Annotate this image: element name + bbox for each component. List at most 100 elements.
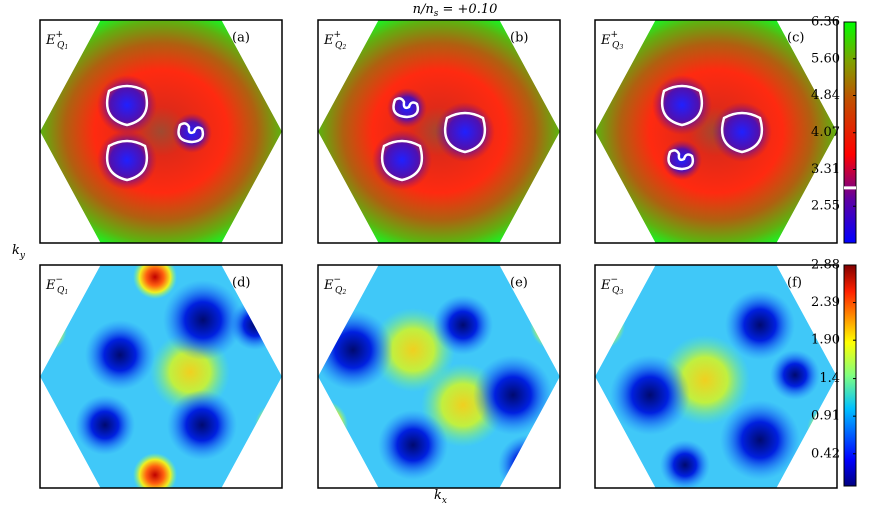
colorbar-tick-label: 4.07 bbox=[811, 125, 840, 140]
contour-blob bbox=[595, 300, 625, 350]
subsub: 2 bbox=[341, 44, 346, 51]
panel-symbol: E+ Q2 bbox=[323, 30, 346, 51]
contour-blob bbox=[770, 350, 820, 400]
panel-frame bbox=[317, 264, 561, 489]
panel-label: (a) bbox=[232, 31, 250, 46]
symbol: E bbox=[600, 278, 611, 293]
sub: Q bbox=[335, 41, 343, 51]
panel-frame bbox=[39, 264, 283, 489]
panel-symbol: E+ Q1 bbox=[45, 30, 68, 51]
contour-blob bbox=[498, 435, 558, 488]
colorbar bbox=[843, 264, 857, 487]
sub: Q bbox=[57, 41, 65, 51]
contour-line bbox=[443, 111, 487, 154]
contour-line bbox=[720, 111, 764, 154]
panel-frame bbox=[317, 19, 561, 244]
colorbar-tick-label: 6.36 bbox=[811, 15, 840, 30]
contour-line bbox=[105, 84, 149, 127]
contour-blob bbox=[318, 400, 348, 450]
y-axis-label: ky bbox=[12, 243, 26, 261]
panel-symbol: E− Q2 bbox=[323, 275, 346, 296]
sup: + bbox=[611, 30, 619, 40]
colorbar-tick-label: 4.84 bbox=[811, 88, 840, 103]
contour-map bbox=[318, 20, 560, 243]
symbol: E bbox=[323, 278, 334, 293]
contour-blob bbox=[473, 355, 553, 435]
contour-map bbox=[318, 265, 560, 488]
colorbar-tick-label: 5.60 bbox=[811, 51, 840, 66]
sup: − bbox=[56, 275, 64, 285]
symbol: E bbox=[45, 278, 56, 293]
subsub: 1 bbox=[64, 44, 68, 51]
contour-line bbox=[105, 139, 149, 182]
contour-line bbox=[380, 139, 424, 182]
contour-blob bbox=[255, 403, 282, 447]
contour-blob bbox=[660, 440, 710, 488]
subsub: 2 bbox=[341, 289, 346, 296]
panel: E− Q2 (e) bbox=[317, 264, 561, 489]
panel-label: (f) bbox=[787, 276, 802, 291]
colorbar-tick-label: 0.42 bbox=[811, 446, 840, 461]
sub: Q bbox=[612, 286, 620, 296]
contour-line bbox=[177, 122, 205, 144]
panel: E+ Q1 (a) bbox=[39, 19, 283, 244]
x-axis-label: kx bbox=[434, 488, 447, 506]
sup: + bbox=[56, 30, 64, 40]
panel-symbol: E+ Q3 bbox=[600, 30, 623, 51]
symbol: E bbox=[600, 33, 611, 48]
sup: − bbox=[611, 275, 619, 285]
colorbar-tick-label: 2.39 bbox=[811, 295, 840, 310]
contour-blob bbox=[133, 265, 177, 299]
contour-blob bbox=[725, 290, 795, 360]
panel-symbol: E− Q1 bbox=[45, 275, 68, 296]
contour-blob bbox=[433, 295, 493, 355]
panel-frame bbox=[594, 264, 838, 489]
subsub: 1 bbox=[64, 289, 68, 296]
panel-label: (e) bbox=[510, 276, 528, 291]
contour-line bbox=[660, 84, 704, 127]
contour-map bbox=[595, 20, 837, 243]
contour-blob bbox=[378, 410, 448, 480]
contour-blob bbox=[75, 395, 135, 455]
subsub: 3 bbox=[619, 44, 623, 51]
sup: − bbox=[334, 275, 342, 285]
contour-blob bbox=[610, 355, 690, 435]
contour-blob bbox=[230, 300, 280, 350]
colorbar-tick-label: 0.91 bbox=[811, 409, 840, 424]
contour-blob bbox=[318, 310, 393, 390]
panel-symbol: E− Q3 bbox=[600, 275, 623, 296]
panel: E− Q1 (d) bbox=[39, 264, 283, 489]
sup: + bbox=[334, 30, 342, 40]
contour-map bbox=[40, 20, 282, 243]
panel-label: (d) bbox=[232, 276, 250, 291]
contour-line bbox=[392, 97, 420, 119]
subsub: 3 bbox=[619, 289, 623, 296]
contour-blob bbox=[85, 320, 155, 390]
contour-blob bbox=[530, 300, 560, 350]
contour-blob bbox=[167, 390, 237, 460]
panel-frame bbox=[594, 19, 838, 244]
contour-blob bbox=[720, 400, 800, 480]
contour-map bbox=[40, 265, 282, 488]
colorbar-tick-label: 1.90 bbox=[811, 333, 840, 348]
panel: E+ Q3 (c) bbox=[594, 19, 838, 244]
panel-label: (b) bbox=[510, 31, 528, 46]
sub: Q bbox=[57, 286, 65, 296]
sub: Q bbox=[612, 41, 620, 51]
colorbar-tick-label: 3.31 bbox=[811, 162, 840, 177]
contour-blob bbox=[133, 453, 177, 488]
contour-blob bbox=[163, 280, 243, 360]
contour-blob bbox=[40, 308, 67, 352]
symbol: E bbox=[323, 33, 334, 48]
contour-line bbox=[667, 149, 695, 171]
colorbar-tick-label: 1.4 bbox=[819, 371, 840, 386]
panel: E+ Q2 (b) bbox=[317, 19, 561, 244]
panel-frame bbox=[39, 19, 283, 244]
colorbar-tick-label: 2.55 bbox=[811, 199, 840, 214]
sub: Q bbox=[335, 286, 343, 296]
colorbar-tick-label: 2.88 bbox=[811, 258, 840, 273]
figure-title: n/ns = +0.10 bbox=[413, 2, 498, 19]
contour-fill bbox=[40, 20, 282, 243]
symbol: E bbox=[45, 33, 56, 48]
